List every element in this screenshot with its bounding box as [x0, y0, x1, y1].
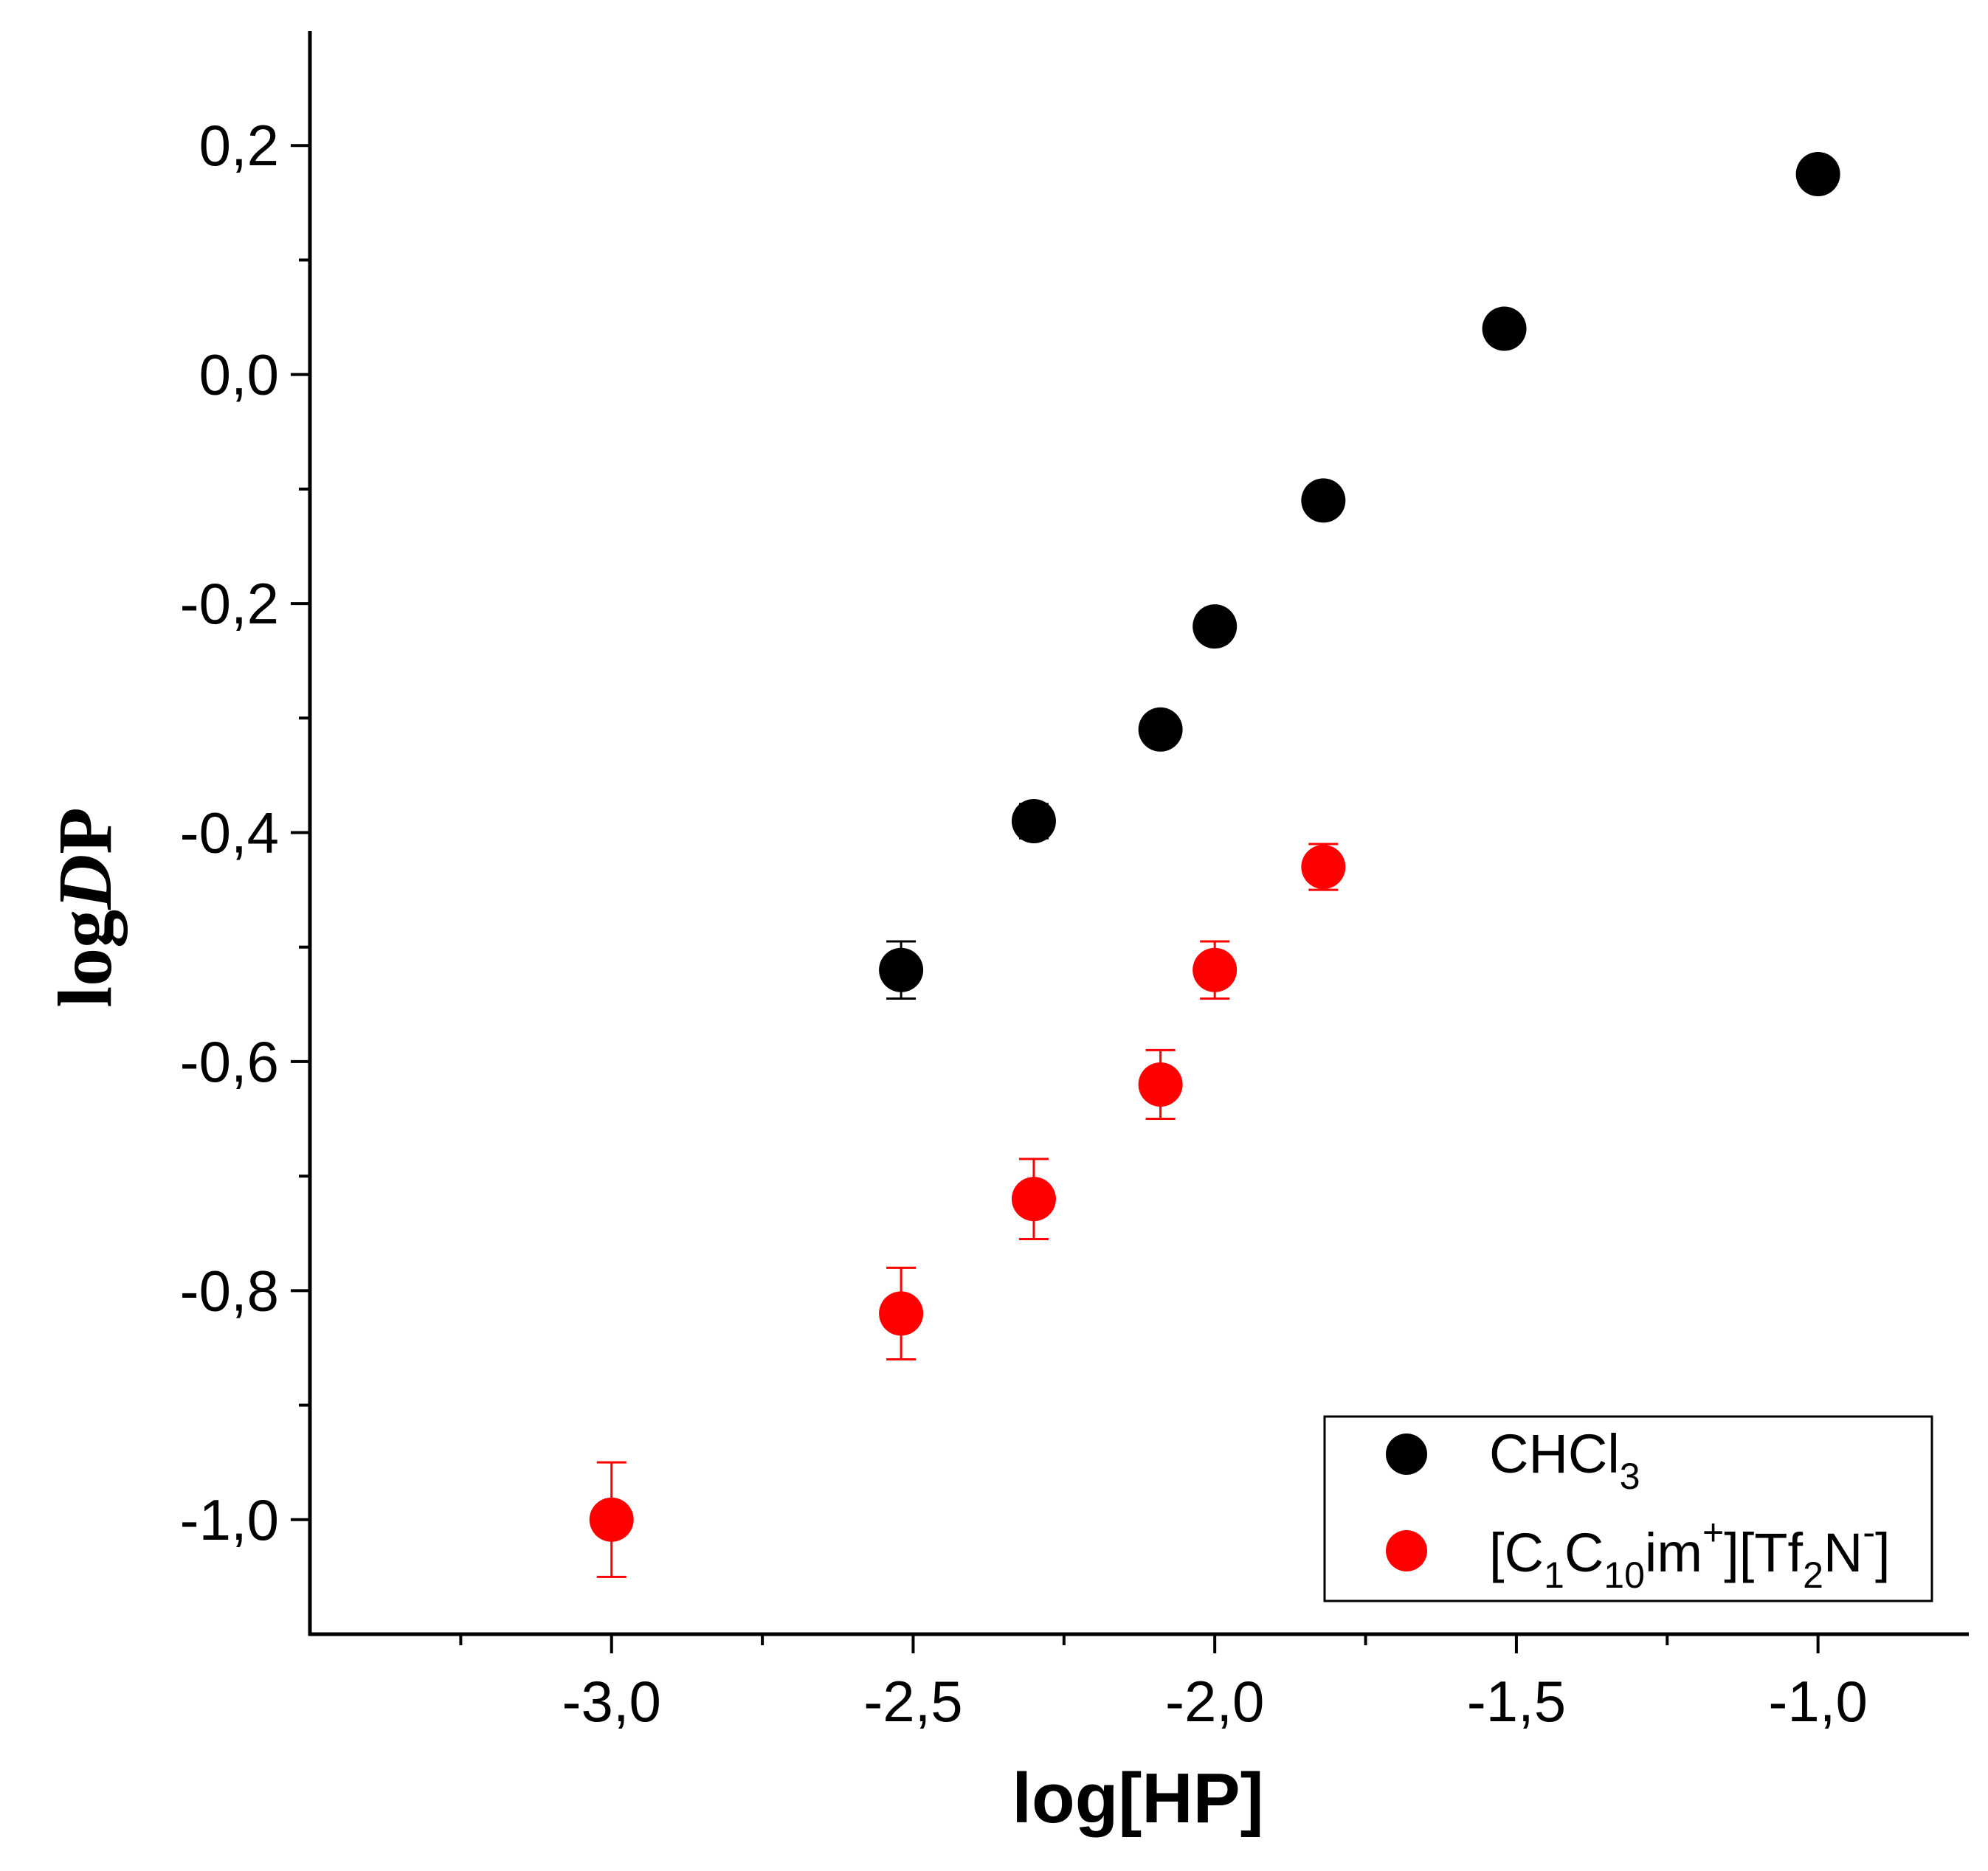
- data-point: [1193, 604, 1238, 649]
- data-point: [1193, 947, 1238, 992]
- data-point: [879, 947, 924, 992]
- plot-frame: [308, 31, 1969, 1636]
- y-tick-label: -1,0: [180, 1487, 279, 1552]
- y-axis-title-prefix: log: [43, 910, 128, 1008]
- series-ionic-liquid: [589, 843, 1346, 1578]
- x-axis-title: log[HP]: [1012, 1759, 1263, 1838]
- data-point: [589, 1497, 634, 1542]
- data-point: [1795, 152, 1840, 197]
- y-tick-label: -0,4: [180, 800, 279, 865]
- x-tick-label: -1,0: [1768, 1669, 1867, 1734]
- y-axis-title-italic: D: [43, 854, 128, 910]
- y-tick-label: -0,2: [180, 571, 279, 636]
- y-tick-label: -0,6: [180, 1029, 279, 1094]
- data-point: [1138, 707, 1183, 752]
- x-tick-label: -2,5: [863, 1669, 962, 1734]
- series-chcl3: [879, 152, 1840, 1000]
- y-axis-title-suffix: P: [43, 807, 128, 854]
- x-tick-label: -2,0: [1165, 1669, 1264, 1734]
- y-axis-ticks: -1,0 -0,8 -0,6 -0,4 -0,2 0,0 0,2: [180, 113, 310, 1552]
- x-tick-label: -1,5: [1467, 1669, 1566, 1734]
- legend: CHCl3 [C1C10im+][Tf2N-]: [1323, 1415, 1933, 1602]
- data-point: [1301, 845, 1346, 890]
- data-point: [1011, 1177, 1056, 1222]
- legend-label-ionic-liquid: [C1C10im+][Tf2N-]: [1489, 1512, 1891, 1596]
- x-axis-ticks: -3,0 -2,5 -2,0 -1,5 -1,0: [459, 1634, 1868, 1734]
- data-point: [879, 1291, 924, 1336]
- data-point: [1301, 478, 1346, 523]
- legend-label-chcl3: CHCl3: [1489, 1423, 1640, 1497]
- legend-marker-ionic-liquid: [1386, 1530, 1427, 1571]
- data-point: [1011, 798, 1056, 843]
- legend-marker-chcl3: [1386, 1433, 1427, 1475]
- y-tick-label: 0,0: [199, 342, 279, 407]
- series-layer: [589, 152, 1840, 1578]
- data-point: [1482, 306, 1527, 351]
- x-tick-label: -3,0: [562, 1669, 661, 1734]
- data-point: [1138, 1062, 1183, 1107]
- y-tick-label: -0,8: [180, 1258, 279, 1323]
- y-axis-title: logDP: [43, 807, 128, 1008]
- y-tick-label: 0,2: [199, 113, 279, 178]
